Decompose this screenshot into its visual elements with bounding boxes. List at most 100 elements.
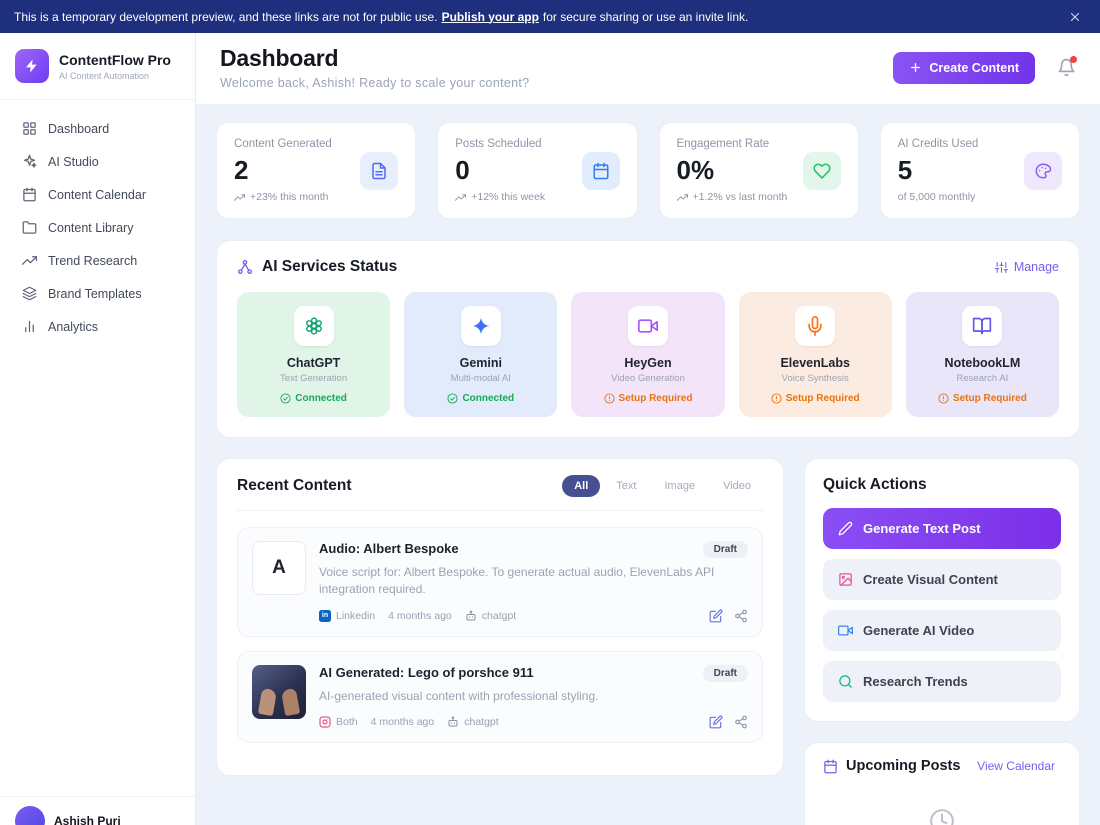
share-icon [734, 715, 748, 729]
book-icon [962, 306, 1003, 346]
service-tile-heygen[interactable]: HeyGen Video Generation Setup Required [571, 292, 725, 417]
sliders-icon [995, 261, 1008, 274]
notifications-button[interactable] [1057, 56, 1077, 77]
service-role: Text Generation [280, 373, 348, 384]
manage-services-link[interactable]: Manage [995, 260, 1059, 274]
sidebar-item-brand-templates[interactable]: Brand Templates [12, 277, 183, 310]
robot-icon [465, 610, 477, 622]
content-thumbnail-letter: A [252, 541, 306, 595]
edit-button[interactable] [709, 715, 723, 729]
platform-label: Both [336, 716, 358, 729]
create-visual-content-button[interactable]: Create Visual Content [823, 559, 1061, 600]
recent-content-title: Recent Content [237, 477, 352, 494]
stat-trend-label: +12% this week [471, 191, 546, 203]
sidebar-item-label: Content Library [48, 220, 134, 235]
research-trends-button[interactable]: Research Trends [823, 661, 1061, 702]
trend-up-icon [234, 192, 245, 203]
plus-icon [909, 61, 922, 74]
ai-services-header: AI Services Status Manage [237, 258, 1059, 276]
banner-text-before: This is a temporary development preview,… [14, 9, 438, 24]
content-item[interactable]: AI Generated: Lego of porshce 911 Draft … [237, 650, 763, 744]
check-circle-icon [447, 393, 458, 404]
network-icon [237, 259, 253, 275]
service-status: Connected [412, 393, 549, 404]
stat-value: 0 [455, 155, 470, 185]
stat-trend: of 5,000 monthly [898, 191, 979, 203]
sidebar-nav: Dashboard AI Studio Content Calendar Con… [0, 100, 195, 355]
recent-content-header: Recent Content All Text Image Video [237, 475, 763, 511]
edit-icon [709, 609, 723, 623]
palette-icon [1024, 151, 1062, 190]
share-button[interactable] [734, 715, 748, 729]
pen-icon [838, 521, 853, 536]
view-calendar-link[interactable]: View Calendar [971, 758, 1061, 774]
content-description: AI-generated visual content with profess… [319, 688, 599, 703]
stat-card-engagement-rate: Engagement Rate 0% +1.2% vs last month [658, 122, 859, 219]
upcoming-posts-card: Upcoming Posts View Calendar [804, 742, 1080, 825]
page-title: Dashboard [220, 45, 339, 71]
app-logo [15, 49, 49, 83]
service-name: NotebookLM [944, 356, 1021, 370]
edit-button[interactable] [709, 609, 723, 623]
content-meta: Both 4 months ago chatgpt [319, 715, 748, 729]
stat-trend: +1.2% vs last month [677, 191, 787, 203]
source: chatgpt [465, 610, 516, 622]
publish-app-link[interactable]: Publish your app [441, 9, 539, 24]
filter-video[interactable]: Video [711, 475, 763, 497]
service-tile-chatgpt[interactable]: ChatGPT Text Generation Connected [237, 292, 391, 417]
user-profile[interactable]: Ashish Puri [0, 796, 195, 825]
sidebar-item-label: AI Studio [48, 154, 99, 169]
content-title: Audio: Albert Bespoke [319, 541, 459, 556]
stat-value: 2 [234, 155, 249, 185]
sidebar-item-content-calendar[interactable]: Content Calendar [12, 178, 183, 211]
preview-banner: This is a temporary development preview,… [0, 0, 1100, 33]
sidebar-item-trend-research[interactable]: Trend Research [12, 244, 183, 277]
platform: Linkedin [319, 609, 376, 622]
content-item-body: Audio: Albert Bespoke Draft Voice script… [319, 541, 748, 623]
heart-icon [802, 151, 841, 190]
generate-text-post-button[interactable]: Generate Text Post [823, 508, 1061, 549]
sidebar-item-ai-studio[interactable]: AI Studio [12, 145, 183, 178]
service-tile-elevenlabs[interactable]: ElevenLabs Voice Synthesis Setup Require… [738, 292, 892, 417]
create-content-button[interactable]: Create Content [893, 51, 1035, 84]
sidebar-item-content-library[interactable]: Content Library [12, 211, 183, 244]
trending-up-icon [22, 253, 37, 268]
brand-text: ContentFlow Pro AI Content Automation [59, 52, 171, 81]
content-item[interactable]: A Audio: Albert Bespoke Draft Voice scri… [237, 527, 763, 637]
stat-trend: +23% this month [234, 191, 332, 203]
stat-text: AI Credits Used 5 of 5,000 monthly [898, 138, 979, 203]
dashboard-content: Content Generated 2 +23% this month [196, 104, 1100, 825]
image-icon [838, 572, 853, 587]
bar-chart-icon [22, 319, 37, 334]
source: chatgpt [447, 716, 499, 728]
filter-text[interactable]: Text [604, 475, 648, 497]
banner-close-button[interactable] [1064, 6, 1086, 28]
sidebar-item-analytics[interactable]: Analytics [12, 310, 183, 343]
generate-ai-video-button[interactable]: Generate AI Video [823, 610, 1061, 651]
quick-actions-title: Quick Actions [823, 476, 927, 493]
service-role: Multi-modal AI [450, 373, 511, 384]
stat-card-posts-scheduled: Posts Scheduled 0 +12% this week [437, 122, 638, 219]
timestamp: 4 months ago [370, 716, 435, 729]
service-status: Setup Required [747, 393, 884, 404]
service-tile-gemini[interactable]: Gemini Multi-modal AI Connected [404, 292, 558, 417]
service-tile-notebooklm[interactable]: NotebookLM Research AI Setup Required [905, 292, 1059, 417]
stat-text: Content Generated 2 +23% this month [234, 138, 332, 203]
page-header-text: Dashboard Welcome back, Ashish! Ready to… [220, 45, 529, 90]
sidebar-item-label: Brand Templates [48, 286, 142, 301]
instagram-icon [319, 716, 331, 728]
content-actions [709, 715, 748, 729]
sidebar-item-dashboard[interactable]: Dashboard [12, 112, 183, 145]
header-actions: Create Content [893, 51, 1077, 84]
share-button[interactable] [734, 609, 748, 623]
app-name: ContentFlow Pro [59, 51, 171, 68]
video-icon [627, 306, 668, 346]
platform-label: Linkedin [336, 609, 376, 622]
filter-image[interactable]: Image [652, 475, 707, 497]
filter-all[interactable]: All [562, 475, 601, 497]
service-role: Voice Synthesis [781, 373, 849, 384]
calendar-icon [22, 187, 37, 202]
avatar [15, 806, 45, 825]
status-badge: Draft [702, 541, 748, 558]
stat-value: 0% [676, 155, 715, 185]
